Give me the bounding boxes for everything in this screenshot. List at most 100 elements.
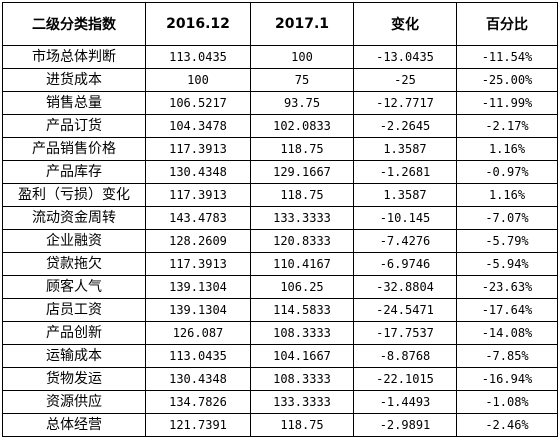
table-row: 运输成本 113.0435 104.1667 -8.8768 -7.85% [2, 344, 558, 368]
row-name-cell: 总体经营 [2, 413, 146, 437]
row-2016-12-cell: 130.4348 [145, 367, 251, 391]
row-2017-1-cell: 100 [250, 45, 354, 69]
row-2016-12-cell: 128.2609 [145, 229, 251, 253]
row-change-cell: -13.0435 [353, 45, 457, 69]
row-2016-12-cell: 139.1304 [145, 275, 251, 299]
row-percent-cell: -5.79% [456, 229, 558, 253]
table-row: 资源供应 134.7826 133.3333 -1.4493 -1.08% [2, 390, 558, 414]
row-name-cell: 顾客人气 [2, 275, 146, 299]
row-percent-cell: -16.94% [456, 367, 558, 391]
table-row: 货物发运 130.4348 108.3333 -22.1015 -16.94% [2, 367, 558, 391]
table-row: 盈利（亏损）变化 117.3913 118.75 1.3587 1.16% [2, 183, 558, 207]
table-body: 市场总体判断 113.0435 100 -13.0435 -11.54% 进货成… [2, 45, 558, 437]
row-change-cell: -8.8768 [353, 344, 457, 368]
row-percent-cell: -2.46% [456, 413, 558, 437]
row-2017-1-cell: 108.3333 [250, 321, 354, 345]
row-2016-12-cell: 130.4348 [145, 160, 251, 184]
row-change-cell: -22.1015 [353, 367, 457, 391]
row-percent-cell: 1.16% [456, 137, 558, 161]
row-2017-1-cell: 75 [250, 68, 354, 92]
header-category: 二级分类指数 [2, 2, 146, 46]
table-header: 二级分类指数 2016.12 2017.1 变化 百分比 [2, 2, 558, 46]
row-percent-cell: -11.54% [456, 45, 558, 69]
row-2016-12-cell: 100 [145, 68, 251, 92]
row-2016-12-cell: 117.3913 [145, 137, 251, 161]
row-change-cell: -6.9746 [353, 252, 457, 276]
row-percent-cell: -1.08% [456, 390, 558, 414]
header-change: 变化 [353, 2, 457, 46]
row-change-cell: 1.3587 [353, 137, 457, 161]
table-row: 销售总量 106.5217 93.75 -12.7717 -11.99% [2, 91, 558, 115]
table-row: 店员工资 139.1304 114.5833 -24.5471 -17.64% [2, 298, 558, 322]
header-2017-1: 2017.1 [250, 2, 354, 46]
row-percent-cell: -14.08% [456, 321, 558, 345]
row-2017-1-cell: 118.75 [250, 137, 354, 161]
row-percent-cell: -5.94% [456, 252, 558, 276]
row-change-cell: -10.145 [353, 206, 457, 230]
row-2016-12-cell: 113.0435 [145, 45, 251, 69]
header-2016-12: 2016.12 [145, 2, 251, 46]
row-2017-1-cell: 110.4167 [250, 252, 354, 276]
row-change-cell: -2.9891 [353, 413, 457, 437]
row-percent-cell: -2.17% [456, 114, 558, 138]
row-change-cell: -12.7717 [353, 91, 457, 115]
header-row: 二级分类指数 2016.12 2017.1 变化 百分比 [2, 2, 558, 46]
row-change-cell: -7.4276 [353, 229, 457, 253]
row-name-cell: 盈利（亏损）变化 [2, 183, 146, 207]
row-2016-12-cell: 143.4783 [145, 206, 251, 230]
row-2017-1-cell: 118.75 [250, 183, 354, 207]
row-percent-cell: -7.07% [456, 206, 558, 230]
row-percent-cell: -7.85% [456, 344, 558, 368]
table-row: 企业融资 128.2609 120.8333 -7.4276 -5.79% [2, 229, 558, 253]
row-name-cell: 产品创新 [2, 321, 146, 345]
row-change-cell: -32.8804 [353, 275, 457, 299]
row-change-cell: -1.4493 [353, 390, 457, 414]
row-name-cell: 产品订货 [2, 114, 146, 138]
row-2017-1-cell: 108.3333 [250, 367, 354, 391]
row-change-cell: -1.2681 [353, 160, 457, 184]
table-row: 产品库存 130.4348 129.1667 -1.2681 -0.97% [2, 160, 558, 184]
row-name-cell: 货物发运 [2, 367, 146, 391]
table-row: 产品销售价格 117.3913 118.75 1.3587 1.16% [2, 137, 558, 161]
row-2016-12-cell: 126.087 [145, 321, 251, 345]
row-2017-1-cell: 114.5833 [250, 298, 354, 322]
row-2017-1-cell: 133.3333 [250, 206, 354, 230]
table-row: 产品订货 104.3478 102.0833 -2.2645 -2.17% [2, 114, 558, 138]
row-percent-cell: -0.97% [456, 160, 558, 184]
row-name-cell: 贷款拖欠 [2, 252, 146, 276]
row-name-cell: 企业融资 [2, 229, 146, 253]
row-2017-1-cell: 118.75 [250, 413, 354, 437]
row-name-cell: 销售总量 [2, 91, 146, 115]
row-name-cell: 进货成本 [2, 68, 146, 92]
row-2017-1-cell: 102.0833 [250, 114, 354, 138]
row-name-cell: 店员工资 [2, 298, 146, 322]
row-2016-12-cell: 106.5217 [145, 91, 251, 115]
row-2016-12-cell: 104.3478 [145, 114, 251, 138]
table-row: 进货成本 100 75 -25 -25.00% [2, 68, 558, 92]
row-name-cell: 产品销售价格 [2, 137, 146, 161]
row-2016-12-cell: 121.7391 [145, 413, 251, 437]
row-2017-1-cell: 120.8333 [250, 229, 354, 253]
row-percent-cell: -25.00% [456, 68, 558, 92]
row-2016-12-cell: 117.3913 [145, 183, 251, 207]
row-2017-1-cell: 93.75 [250, 91, 354, 115]
row-name-cell: 市场总体判断 [2, 45, 146, 69]
table-row: 顾客人气 139.1304 106.25 -32.8804 -23.63% [2, 275, 558, 299]
row-change-cell: -25 [353, 68, 457, 92]
row-name-cell: 流动资金周转 [2, 206, 146, 230]
row-name-cell: 资源供应 [2, 390, 146, 414]
row-percent-cell: -17.64% [456, 298, 558, 322]
table-row: 流动资金周转 143.4783 133.3333 -10.145 -7.07% [2, 206, 558, 230]
row-change-cell: -24.5471 [353, 298, 457, 322]
row-2017-1-cell: 129.1667 [250, 160, 354, 184]
row-name-cell: 运输成本 [2, 344, 146, 368]
table-row: 市场总体判断 113.0435 100 -13.0435 -11.54% [2, 45, 558, 69]
table-row: 总体经营 121.7391 118.75 -2.9891 -2.46% [2, 413, 558, 437]
table-row: 贷款拖欠 117.3913 110.4167 -6.9746 -5.94% [2, 252, 558, 276]
row-2017-1-cell: 106.25 [250, 275, 354, 299]
row-change-cell: 1.3587 [353, 183, 457, 207]
header-percent: 百分比 [456, 2, 558, 46]
table-row: 产品创新 126.087 108.3333 -17.7537 -14.08% [2, 321, 558, 345]
row-2017-1-cell: 133.3333 [250, 390, 354, 414]
